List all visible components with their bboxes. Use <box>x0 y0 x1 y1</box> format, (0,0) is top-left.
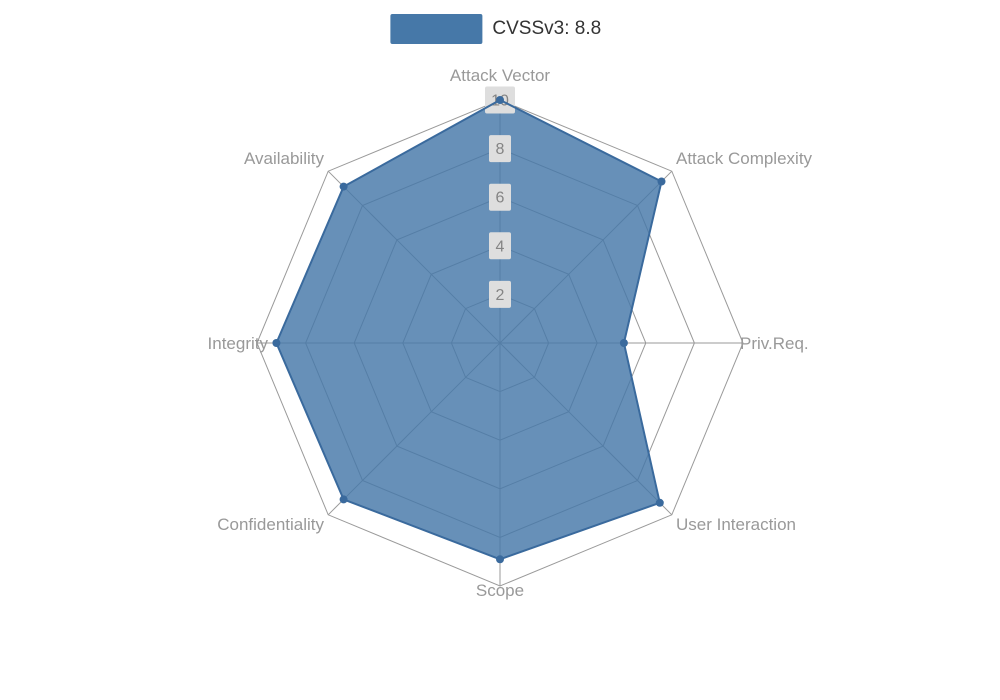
tick-label-6: 6 <box>496 190 505 207</box>
series-point <box>657 177 666 186</box>
tick-label-box <box>489 183 511 211</box>
legend[interactable]: CVSSv3: 8.8 <box>390 14 601 44</box>
series-point <box>619 339 628 347</box>
series-point <box>339 495 348 504</box>
axis-label-attack-complexity: Attack Complexity <box>676 149 813 168</box>
tick-label-8: 8 <box>496 141 505 158</box>
radar-series-area <box>276 100 662 560</box>
axis-labels: Attack Vector Attack Complexity Priv.Req. U… <box>208 66 813 600</box>
axis-label-confidentiality: Confidentiality <box>217 515 324 534</box>
axis-label-scope: Scope <box>476 581 524 600</box>
axis-label-user-interaction: User Interaction <box>676 515 796 534</box>
axis-label-priv-req: Priv.Req. <box>740 334 809 353</box>
series-point <box>496 96 504 104</box>
axis-label-attack-vector: Attack Vector <box>450 66 550 85</box>
tick-label-box <box>489 232 511 260</box>
axis-label-integrity: Integrity <box>208 334 269 353</box>
tick-label-box <box>489 135 511 163</box>
radar-series-points <box>272 96 666 564</box>
series-point <box>655 498 664 507</box>
series-point <box>339 182 348 191</box>
tick-label-2: 2 <box>496 287 505 304</box>
axis-label-availability: Availability <box>244 149 325 168</box>
tick-label-4: 4 <box>496 238 505 255</box>
legend-label: CVSSv3: 8.8 <box>492 18 602 39</box>
series-point <box>272 339 281 347</box>
tick-label-box <box>489 280 511 308</box>
series-point <box>496 555 504 564</box>
legend-swatch <box>390 14 483 44</box>
